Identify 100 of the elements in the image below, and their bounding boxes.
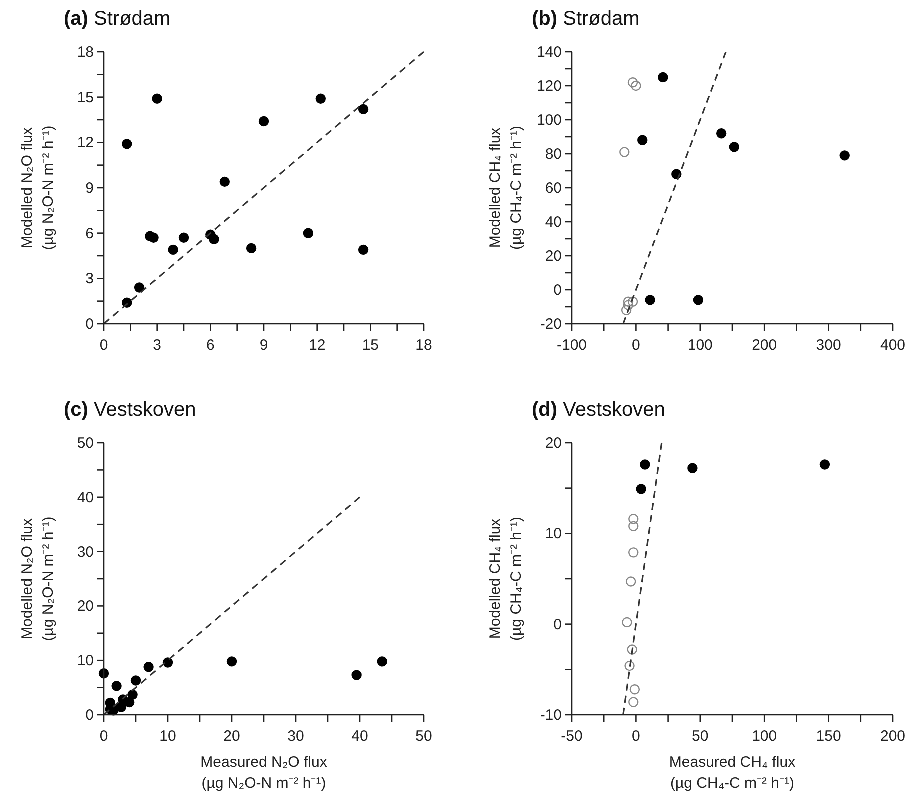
x-tick-label: 400 bbox=[880, 337, 906, 354]
x-axis-title: Measured CH₄ flux (µg CH₄-C m⁻² h⁻¹) bbox=[669, 754, 796, 792]
y-tick-label: 18 bbox=[77, 44, 94, 61]
y-tick-label: 100 bbox=[536, 112, 562, 129]
point bbox=[178, 232, 190, 243]
point bbox=[645, 295, 656, 306]
point bbox=[168, 244, 178, 256]
x-tick-label: 50 bbox=[416, 728, 432, 745]
point bbox=[162, 658, 174, 668]
point bbox=[144, 662, 154, 672]
point bbox=[128, 690, 138, 700]
point bbox=[621, 305, 632, 316]
x-tick-label: 0 bbox=[100, 728, 108, 745]
x-tick-label: 300 bbox=[816, 337, 842, 354]
point bbox=[134, 282, 145, 293]
y-tick-label: 20 bbox=[545, 435, 562, 452]
chart-title: (d) Vestskoven bbox=[532, 399, 666, 421]
x-tick-label: 100 bbox=[752, 728, 778, 745]
x-tick-label: -50 bbox=[561, 728, 583, 745]
point bbox=[628, 548, 639, 558]
point bbox=[148, 232, 159, 243]
x-axis-title: Measured N₂O flux (µg N₂O-N m⁻² h⁻¹) bbox=[200, 754, 328, 792]
x-tick-label: 40 bbox=[352, 728, 368, 745]
y-tick-label: 0 bbox=[86, 707, 94, 724]
y-axis-title: Modelled N₂O flux (µg N₂O-N m⁻² h⁻¹) bbox=[19, 516, 57, 642]
y-tick-label: 12 bbox=[77, 134, 94, 152]
y-tick-label: 6 bbox=[86, 225, 94, 242]
point bbox=[316, 94, 326, 104]
point bbox=[303, 228, 314, 238]
point bbox=[627, 644, 638, 655]
x-tick-label: 18 bbox=[416, 337, 432, 354]
point bbox=[352, 670, 362, 680]
point bbox=[226, 656, 238, 667]
point bbox=[220, 176, 230, 188]
x-tick-label: 0 bbox=[632, 337, 640, 354]
y-tick-label: 120 bbox=[536, 78, 562, 95]
x-tick-label: 200 bbox=[752, 337, 778, 354]
point bbox=[638, 135, 648, 146]
point bbox=[640, 460, 650, 470]
y-tick-label: 10 bbox=[77, 652, 94, 670]
point bbox=[693, 295, 704, 306]
point bbox=[258, 116, 270, 127]
point bbox=[636, 484, 646, 494]
y-axis-title: Modelled CH₄ flux (µg CH₄-C m⁻² h⁻¹) bbox=[487, 517, 525, 641]
y-tick-label: 0 bbox=[554, 616, 562, 634]
point bbox=[623, 296, 634, 307]
x-tick-label: 30 bbox=[288, 728, 304, 745]
point bbox=[130, 676, 142, 686]
y-tick-label: 0 bbox=[554, 282, 562, 299]
point bbox=[152, 94, 162, 104]
x-tick-label: 10 bbox=[160, 728, 176, 745]
point bbox=[628, 697, 639, 708]
point bbox=[620, 147, 630, 158]
point bbox=[628, 521, 639, 532]
y-tick-label: -20 bbox=[540, 316, 562, 333]
x-tick-label: -100 bbox=[556, 337, 588, 354]
point bbox=[623, 300, 634, 310]
chart-title: (b) Strødam bbox=[532, 8, 640, 30]
x-tick-label: 200 bbox=[880, 728, 906, 745]
point bbox=[246, 243, 257, 254]
point bbox=[628, 296, 638, 307]
point bbox=[631, 80, 642, 92]
y-tick-label: 30 bbox=[77, 544, 94, 561]
x-tick-label: 12 bbox=[308, 337, 326, 354]
y-tick-label: 140 bbox=[536, 44, 562, 61]
x-tick-label: 0 bbox=[100, 337, 108, 354]
x-tick-label: 3 bbox=[153, 337, 162, 354]
x-tick-label: 100 bbox=[688, 337, 713, 354]
point bbox=[626, 576, 636, 587]
y-tick-label: 3 bbox=[86, 270, 94, 288]
y-axis-title: Modelled N₂O flux (µg N₂O-N m⁻² h⁻¹) bbox=[19, 126, 57, 250]
y-tick-label: 50 bbox=[77, 435, 94, 452]
point bbox=[116, 702, 126, 712]
point bbox=[729, 142, 740, 152]
point bbox=[628, 514, 639, 524]
point bbox=[820, 460, 830, 470]
x-tick-label: 15 bbox=[362, 337, 380, 354]
y-axis-title: Modelled CH₄ flux (µg CH₄-C m⁻² h⁻¹) bbox=[487, 126, 525, 250]
y-tick-label: 40 bbox=[545, 214, 562, 231]
point bbox=[688, 463, 698, 474]
point bbox=[358, 244, 369, 256]
y-tick-label: -10 bbox=[540, 707, 562, 724]
point bbox=[840, 150, 850, 161]
point bbox=[630, 684, 640, 695]
y-tick-label: 0 bbox=[86, 316, 94, 333]
point bbox=[628, 78, 638, 88]
x-tick-label: 6 bbox=[206, 337, 215, 354]
point bbox=[358, 104, 369, 115]
point bbox=[716, 128, 727, 139]
x-tick-label: 50 bbox=[692, 728, 709, 745]
y-tick-label: 40 bbox=[77, 489, 94, 506]
point bbox=[122, 139, 132, 150]
chart-title: (a) Strødam bbox=[64, 8, 171, 30]
x-tick-label: 0 bbox=[632, 728, 640, 745]
chart-title: (c) Vestskoven bbox=[64, 399, 196, 421]
point bbox=[209, 234, 220, 244]
point bbox=[658, 72, 668, 83]
y-tick-label: 60 bbox=[545, 180, 562, 197]
y-tick-label: 20 bbox=[77, 598, 94, 616]
x-tick-label: 150 bbox=[816, 728, 842, 745]
